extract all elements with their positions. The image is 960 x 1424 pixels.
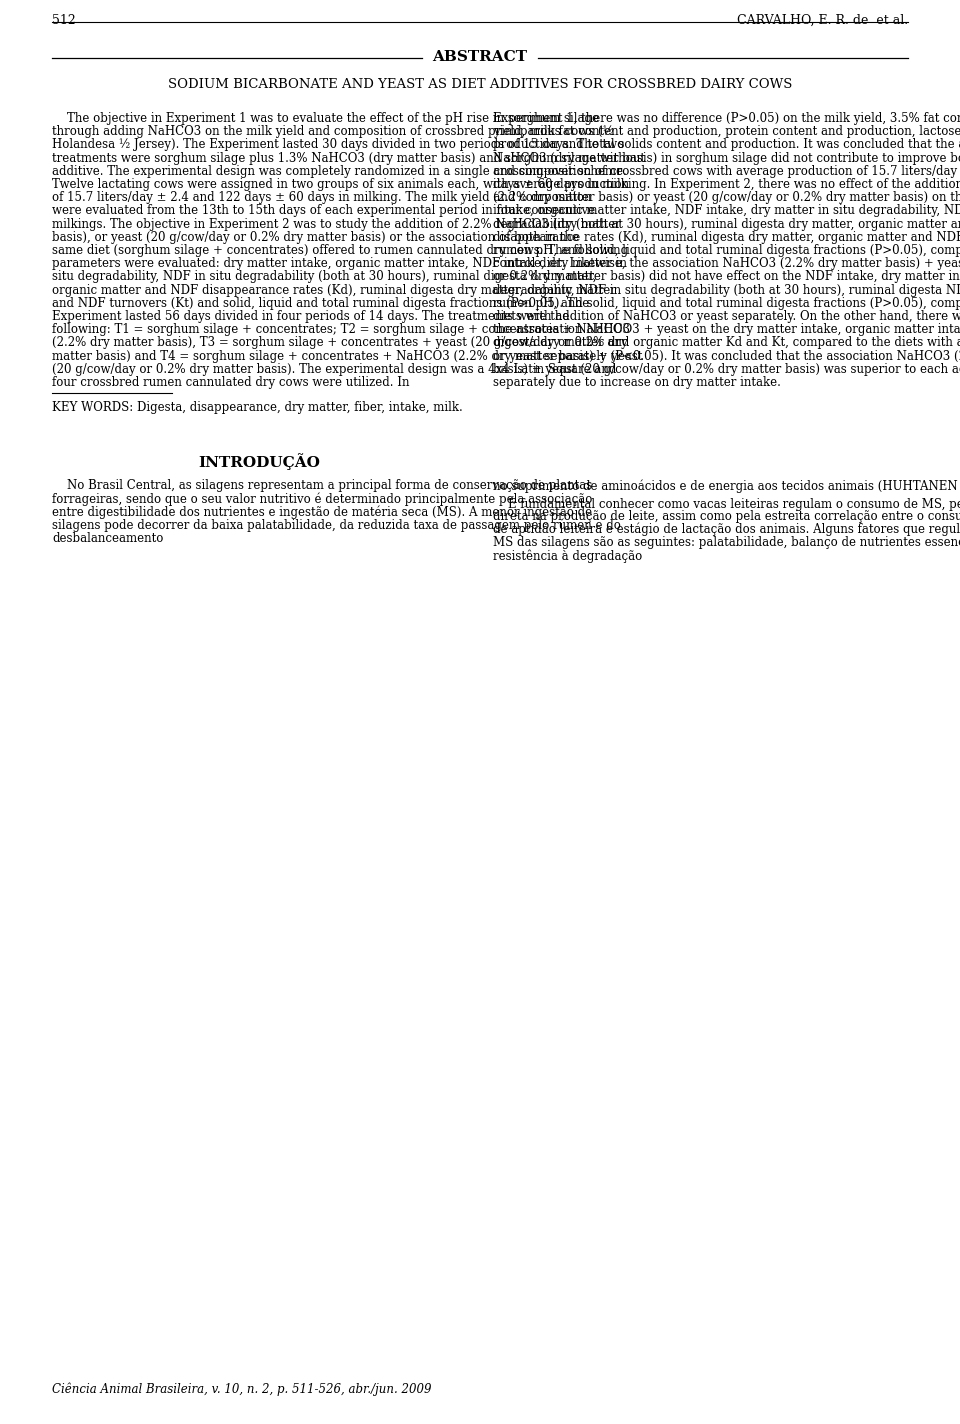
Text: KEY WORDS: Digesta, disappearance, dry matter, fiber, intake, milk.: KEY WORDS: Digesta, disappearance, dry m… [52, 402, 463, 414]
Text: were evaluated from the 13th to 15th days of each experimental period in four co: were evaluated from the 13th to 15th day… [52, 205, 595, 218]
Text: and NDF turnovers (Kt) and solid, liquid and total ruminal digesta fractions (P>: and NDF turnovers (Kt) and solid, liquid… [52, 296, 589, 310]
Text: degradability, NDF in situ degradability (both at 30 hours), ruminal digesta NDF: degradability, NDF in situ degradability… [493, 283, 960, 296]
Text: situ degradability, NDF in situ degradability (both at 30 hours), ruminal digest: situ degradability, NDF in situ degradab… [52, 271, 596, 283]
Text: NaHCO3 (dry matter basis) in sorghum silage did not contribute to improve both m: NaHCO3 (dry matter basis) in sorghum sil… [493, 151, 960, 165]
Text: resistência à degradação: resistência à degradação [493, 550, 642, 562]
Text: Ciência Animal Brasileira, v. 10, n. 2, p. 511-526, abr./jun. 2009: Ciência Animal Brasileira, v. 10, n. 2, … [52, 1383, 431, 1396]
Text: disappearance rates (Kd), ruminal digesta dry matter, organic matter and NDF tur: disappearance rates (Kd), ruminal digest… [493, 231, 960, 244]
Text: through adding NaHCO3 on the milk yield and composition of crossbred primiparous: through adding NaHCO3 on the milk yield … [52, 125, 614, 138]
Text: No Brasil Central, as silagens representam a principal forma de conservação de p: No Brasil Central, as silagens represent… [52, 480, 592, 493]
Text: and composition of crossbred cows with average production of 15.7 liters/day ± 2: and composition of crossbred cows with a… [493, 165, 960, 178]
Text: following: T1 = sorghum silage + concentrates; T2 = sorghum silage + concentrate: following: T1 = sorghum silage + concent… [52, 323, 630, 336]
Text: basis) + yeast (20 g/cow/day or 0.2% dry matter basis) was superior to each addi: basis) + yeast (20 g/cow/day or 0.2% dry… [493, 363, 960, 376]
Text: basis), or yeast (20 g/cow/day or 0.2% dry matter basis) or the association of b: basis), or yeast (20 g/cow/day or 0.2% d… [52, 231, 579, 244]
Text: Holandesa ½ Jersey). The Experiment lasted 30 days divided in two periods of 15 : Holandesa ½ Jersey). The Experiment last… [52, 138, 624, 151]
Text: entre digestibilidade dos nutrientes e ingestão de matéria seca (MS). A menor in: entre digestibilidade dos nutrientes e i… [52, 506, 592, 520]
Text: four crossbred rumen cannulated dry cows were utilized. In: four crossbred rumen cannulated dry cows… [52, 376, 410, 389]
Text: yield, milk fat content and production, protein content and production, lactose : yield, milk fat content and production, … [493, 125, 960, 138]
Text: diets with addition of NaHCO3 or yeast separately. On the other hand, there was : diets with addition of NaHCO3 or yeast s… [493, 310, 960, 323]
Text: separately due to increase on dry matter intake.: separately due to increase on dry matter… [493, 376, 780, 389]
Text: silagens pode decorrer da baixa palatabilidade, da reduzida taxa de passagem pel: silagens pode decorrer da baixa palatabi… [52, 518, 621, 533]
Text: intake, organic matter intake, NDF intake, dry matter in situ degradability, NDF: intake, organic matter intake, NDF intak… [493, 205, 960, 218]
Text: or 0.2% dry matter basis) did not have effect on the NDF intake, dry matter in s: or 0.2% dry matter basis) did not have e… [493, 271, 960, 283]
Text: de aptidão leiteira e estágio de lactação dos animais. Alguns fatores que regula: de aptidão leiteira e estágio de lactaçã… [493, 523, 960, 537]
Text: forrageiras, sendo que o seu valor nutritivo é determinado principalmente pela a: forrageiras, sendo que o seu valor nutri… [52, 493, 592, 506]
Text: SODIUM BICARBONATE AND YEAST AS DIET ADDITIVES FOR CROSSBRED DAIRY COWS: SODIUM BICARBONATE AND YEAST AS DIET ADD… [168, 78, 792, 91]
Text: additive. The experimental design was completely randomized in a single crossing: additive. The experimental design was co… [52, 165, 627, 178]
Text: control diet. Likewise, the association NaHCO3 (2.2% dry matter basis) + yeast (: control diet. Likewise, the association … [493, 258, 960, 271]
Text: rumen pH, and solid, liquid and total ruminal digesta fractions (P>0.05), compar: rumen pH, and solid, liquid and total ru… [493, 296, 960, 310]
Text: of 15.7 liters/day ± 2.4 and 122 days ± 60 days in milking. The milk yield and c: of 15.7 liters/day ± 2.4 and 122 days ± … [52, 191, 591, 204]
Text: Experiment lasted 56 days divided in four periods of 14 days. The treatments wer: Experiment lasted 56 days divided in fou… [52, 310, 569, 323]
Text: digesta dry matter and organic matter Kd and Kt, compared to the diets with addi: digesta dry matter and organic matter Kd… [493, 336, 960, 349]
Text: The objective in Experiment 1 was to evaluate the effect of the pH rise in sorgh: The objective in Experiment 1 was to eva… [52, 112, 599, 125]
Text: degradability (both at 30 hours), ruminal digesta dry matter, organic matter and: degradability (both at 30 hours), rumina… [493, 218, 960, 231]
Text: treatments were sorghum silage plus 1.3% NaHCO3 (dry matter basis) and sorghum s: treatments were sorghum silage plus 1.3%… [52, 151, 645, 165]
Text: milkings. The objective in Experiment 2 was to study the addition of 2.2% NaHCO3: milkings. The objective in Experiment 2 … [52, 218, 621, 231]
Text: organic matter and NDF disappearance rates (Kd), ruminal digesta dry matter, org: organic matter and NDF disappearance rat… [52, 283, 616, 296]
Text: INTRODUÇÃO: INTRODUÇÃO [199, 453, 321, 470]
Text: (2.2% dry matter basis), T3 = sorghum silage + concentrates + yeast (20 g/cow/da: (2.2% dry matter basis), T3 = sorghum si… [52, 336, 628, 349]
Text: or yeast separately (P<0.05). It was concluded that the association NaHCO3 (2.2%: or yeast separately (P<0.05). It was con… [493, 350, 960, 363]
Text: the association NaHCO3 + yeast on the dry matter intake, organic matter intake a: the association NaHCO3 + yeast on the dr… [493, 323, 960, 336]
Text: direta na produção de leite, assim como pela estreita correlação entre o consumo: direta na produção de leite, assim como … [493, 510, 960, 523]
Text: Twelve lactating cows were assigned in two groups of six animals each, with aver: Twelve lactating cows were assigned in t… [52, 178, 629, 191]
Text: (20 g/cow/day or 0.2% dry matter basis). The experimental design was a 4x4 Latin: (20 g/cow/day or 0.2% dry matter basis).… [52, 363, 616, 376]
Text: no suprimento de aminoácidos e de energia aos tecidos animais (HUHTANEN et al., : no suprimento de aminoácidos e de energi… [493, 480, 960, 493]
Text: ABSTRACT: ABSTRACT [433, 50, 527, 64]
Text: rumen pH, and solid, liquid and total ruminal digesta fractions (P>0.05), compar: rumen pH, and solid, liquid and total ru… [493, 244, 960, 256]
Text: desbalanceamento: desbalanceamento [52, 533, 163, 545]
Text: production and total solids content and production. It was concluded that the ad: production and total solids content and … [493, 138, 960, 151]
Text: Experiment 1, there was no difference (P>0.05) on the milk yield, 3.5% fat corre: Experiment 1, there was no difference (P… [493, 112, 960, 125]
Text: same diet (sorghum silage + concentrates) offered to rumen cannulated dry cows. : same diet (sorghum silage + concentrates… [52, 244, 628, 256]
Text: parameters were evaluated: dry matter intake, organic matter intake, NDF intake,: parameters were evaluated: dry matter in… [52, 258, 627, 271]
Text: MS das silagens são as seguintes: palatabilidade, balanço de nutrientes essencia: MS das silagens são as seguintes: palata… [493, 535, 960, 550]
Text: (2.2% dry matter basis) or yeast (20 g/cow/day or 0.2% dry matter basis) on the : (2.2% dry matter basis) or yeast (20 g/c… [493, 191, 960, 204]
Text: CARVALHO, E. R. de  et al.: CARVALHO, E. R. de et al. [737, 14, 908, 27]
Text: matter basis) and T4 = sorghum silage + concentrates + NaHCO3 (2.2% dry matter b: matter basis) and T4 = sorghum silage + … [52, 350, 642, 363]
Text: days ± 60 days in milking. In Experiment 2, there was no effect of the addition : days ± 60 days in milking. In Experiment… [493, 178, 960, 191]
Text: É fundamental conhecer como vacas leiteiras regulam o consumo de MS, pela sua in: É fundamental conhecer como vacas leitei… [493, 497, 960, 511]
Text: 512: 512 [52, 14, 76, 27]
